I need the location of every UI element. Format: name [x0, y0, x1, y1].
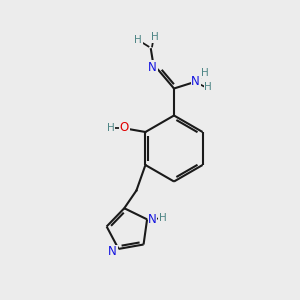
Text: O: O: [120, 121, 129, 134]
Text: H: H: [134, 35, 142, 45]
Text: N: N: [148, 61, 157, 74]
Text: N: N: [148, 213, 157, 226]
Text: N: N: [108, 245, 117, 258]
Text: H: H: [201, 68, 209, 78]
Text: N: N: [191, 75, 200, 88]
Text: H: H: [204, 82, 212, 92]
Text: H: H: [107, 122, 115, 133]
Text: H: H: [151, 32, 158, 42]
Text: H: H: [159, 213, 167, 223]
